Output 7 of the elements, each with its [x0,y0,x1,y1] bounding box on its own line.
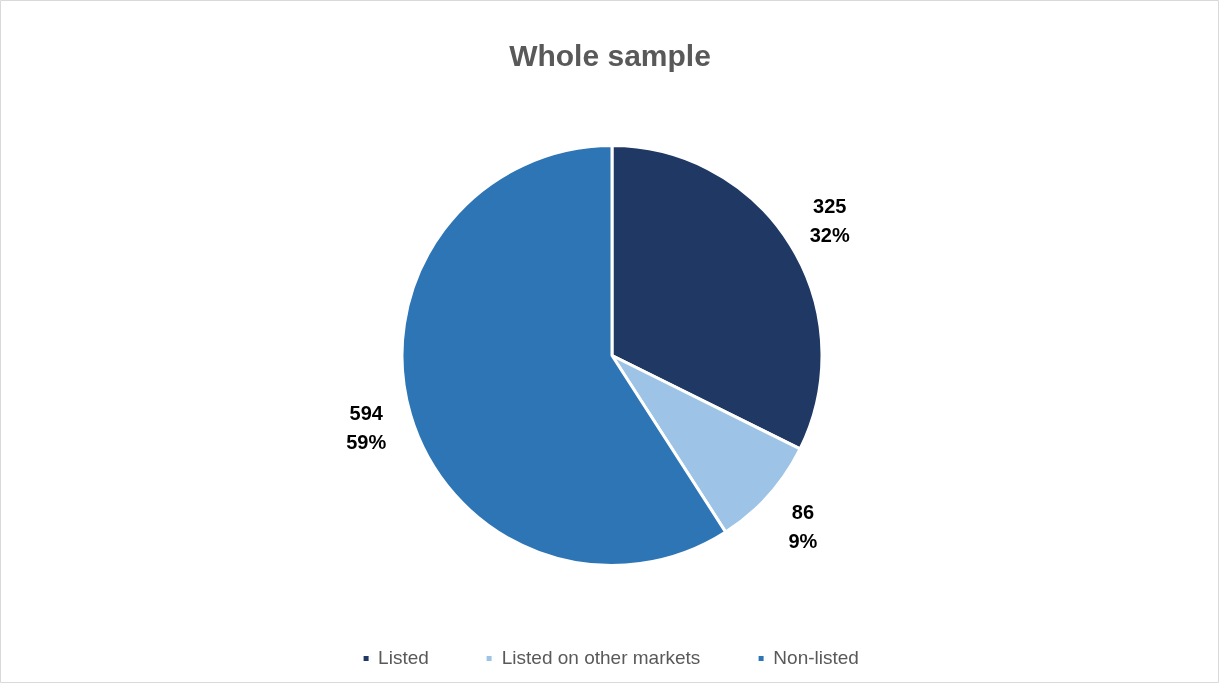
legend-label: Non-listed [773,647,859,669]
data-label: 594 59% [346,402,387,454]
data-label: 86 9% [788,500,818,552]
chart-title: Whole sample [509,39,711,72]
legend-label: Listed on other markets [501,647,701,669]
legend-label: Listed [378,647,429,669]
data-label: 325 32% [809,195,850,247]
